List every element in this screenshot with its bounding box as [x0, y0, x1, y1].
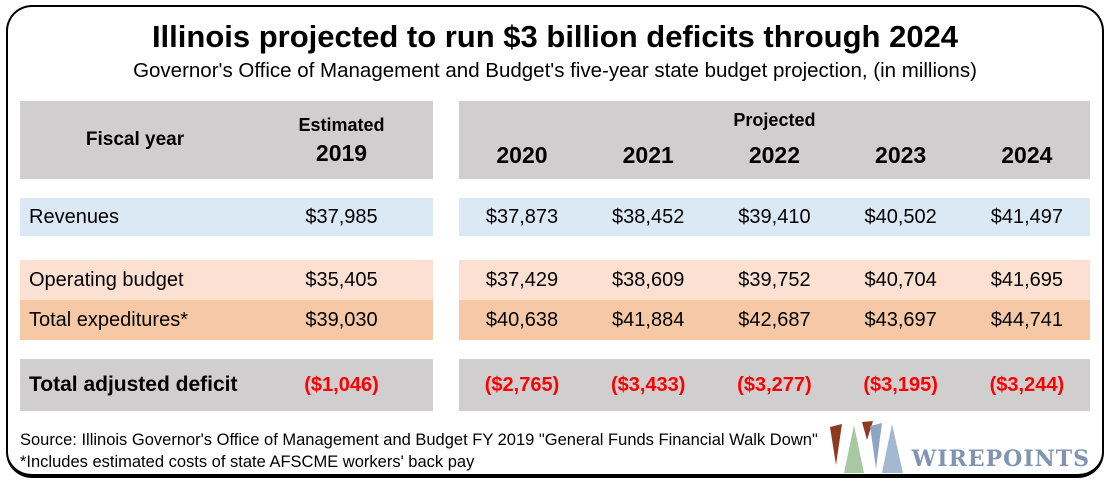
- deficit-label: Total adjusted deficit: [29, 373, 238, 396]
- wirepoints-logo-text: WIREPOINTS: [911, 446, 1090, 472]
- deficit-projected: ($2,765) ($3,433) ($3,277) ($3,195) ($3,…: [458, 359, 1090, 411]
- wirepoints-logo-mark: [829, 421, 903, 473]
- deficit-2022: ($3,277): [737, 373, 812, 396]
- source-line-1: Source: Illinois Governor's Office of Ma…: [20, 431, 818, 449]
- expenditures-2021: $41,884: [612, 308, 685, 331]
- estimated-year: 2019: [315, 139, 368, 166]
- revenues-2023: $40,502: [864, 205, 937, 228]
- table-gap: [433, 300, 459, 340]
- deficit-2020: ($2,765): [484, 373, 560, 396]
- deficit-left: Total adjusted deficit ($1,046): [20, 359, 433, 411]
- expenditures-left: Total expeditures* $39,030: [20, 300, 433, 340]
- revenues-2024: $41,497: [990, 205, 1063, 228]
- page-title: Illinois projected to run $3 billion def…: [151, 19, 959, 54]
- operating-2022: $39,752: [738, 268, 811, 291]
- projected-years-row: 2020 2021 2022 2023 2024: [459, 130, 1090, 179]
- estimated-label: Estimated: [298, 114, 385, 135]
- source-line-2: *Includes estimated costs of state AFSCM…: [20, 453, 475, 471]
- operating-2019: $35,405: [305, 268, 378, 291]
- year-2023-header: 2023: [875, 141, 927, 168]
- revenues-label: Revenues: [29, 205, 120, 228]
- projected-label: Projected: [733, 110, 816, 130]
- deficit-2024: ($3,244): [989, 373, 1065, 396]
- revenues-projected: $37,873 $38,452 $39,410 $40,502 $41,497: [458, 198, 1090, 236]
- year-2022-header: 2022: [748, 141, 800, 168]
- table-row-total-adjusted-deficit: Total adjusted deficit ($1,046) ($2,765)…: [20, 359, 1090, 411]
- year-2021-header: 2021: [622, 141, 674, 168]
- wirepoints-logo: WIREPOINTS: [828, 421, 1090, 473]
- deficit-2023: ($3,195): [863, 373, 938, 396]
- operating-projected: $37,429 $38,609 $39,752 $40,704 $41,695: [458, 260, 1090, 300]
- table-gap: [433, 101, 459, 179]
- operating-2023: $40,704: [864, 268, 937, 291]
- header-projected-block: Projected 2020 2021 2022 2023 2024: [458, 101, 1090, 179]
- operating-2024: $41,695: [990, 268, 1063, 291]
- estimated-column-header: Estimated 2019: [250, 101, 433, 179]
- operating-label: Operating budget: [29, 268, 184, 291]
- expenditures-2023: $43,697: [864, 308, 937, 331]
- year-2024-header: 2024: [1001, 141, 1053, 168]
- revenues-2022: $39,410: [738, 205, 811, 228]
- table-row-revenues: Revenues $37,985 $37,873 $38,452 $39,410…: [20, 198, 1090, 236]
- row-spacer: [20, 340, 1090, 359]
- expenditures-2020: $40,638: [485, 308, 559, 331]
- revenues-2021: $38,452: [612, 205, 685, 228]
- operating-2021: $38,609: [612, 268, 685, 291]
- operating-left: Operating budget $35,405: [20, 260, 433, 300]
- expenditures-2019: $39,030: [305, 308, 378, 331]
- source-note: Source: Illinois Governor's Office of Ma…: [20, 429, 828, 473]
- revenues-2019: $37,985: [305, 205, 378, 228]
- table-row-operating-budget: Operating budget $35,405 $37,429 $38,609…: [20, 260, 1090, 300]
- expenditures-projected: $40,638 $41,884 $42,687 $43,697 $44,741: [458, 300, 1090, 340]
- revenues-2020: $37,873: [485, 205, 559, 228]
- row-spacer: [20, 179, 1090, 198]
- page-subtitle: Governor's Office of Management and Budg…: [133, 59, 977, 82]
- table-gap: [433, 260, 459, 300]
- operating-2020: $37,429: [485, 268, 559, 291]
- table-gap: [433, 359, 459, 411]
- header-left-block: Fiscal year Estimated 2019: [20, 101, 433, 179]
- table-gap: [433, 198, 459, 236]
- fiscal-year-header: Fiscal year: [85, 129, 185, 150]
- deficit-2019: ($1,046): [304, 373, 379, 396]
- table-header-row: Fiscal year Estimated 2019 Projected 202…: [20, 101, 1090, 179]
- expenditures-label: Total expeditures*: [29, 308, 188, 331]
- footer: Source: Illinois Governor's Office of Ma…: [20, 421, 1090, 473]
- row-spacer: [20, 236, 1090, 260]
- revenues-left: Revenues $37,985: [20, 198, 433, 236]
- expenditures-2022: $42,687: [738, 308, 811, 331]
- table-row-total-expenditures: Total expeditures* $39,030 $40,638 $41,8…: [20, 300, 1090, 340]
- infographic-card: Illinois projected to run $3 billion def…: [6, 5, 1104, 478]
- year-2020-header: 2020: [496, 141, 548, 168]
- deficit-2021: ($3,433): [610, 373, 686, 396]
- expenditures-2024: $44,741: [990, 308, 1063, 331]
